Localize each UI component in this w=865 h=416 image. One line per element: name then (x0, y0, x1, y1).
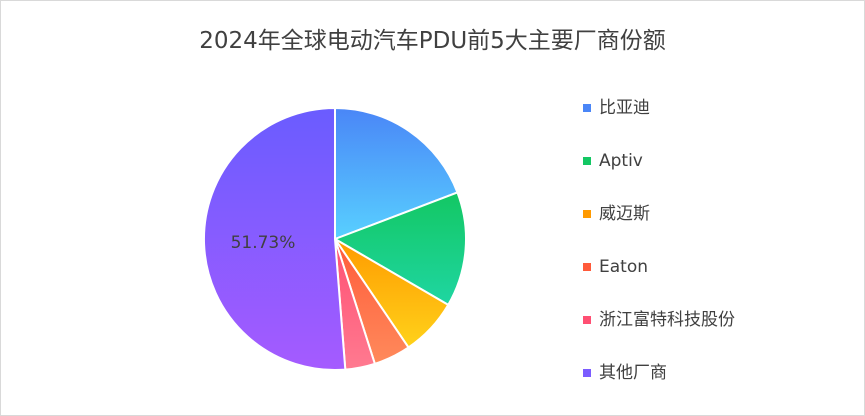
legend-label-2: 威迈斯 (599, 204, 650, 224)
legend-label-3: Eaton (599, 257, 648, 277)
legend-label-4: 浙江富特科技股份 (599, 310, 735, 330)
pie-data-label-5: 51.73% (231, 233, 296, 253)
legend-label-5: 其他厂商 (599, 363, 667, 383)
legend-swatch-1 (583, 157, 591, 165)
legend-swatch-4 (583, 316, 591, 324)
legend-swatch-2 (583, 210, 591, 218)
pie-slice-0 (334, 106, 459, 241)
pie-slice-1 (332, 191, 467, 307)
legend-label-1: Aptiv (599, 151, 643, 171)
legend-swatch-3 (583, 263, 591, 271)
legend-label-0: 比亚迪 (599, 98, 650, 118)
legend-swatch-0 (583, 104, 591, 112)
legend-swatch-5 (583, 369, 591, 377)
chart-title: 2024年全球电动汽车PDU前5大主要厂商份额 (199, 28, 666, 54)
pie-slice-5 (202, 106, 347, 371)
